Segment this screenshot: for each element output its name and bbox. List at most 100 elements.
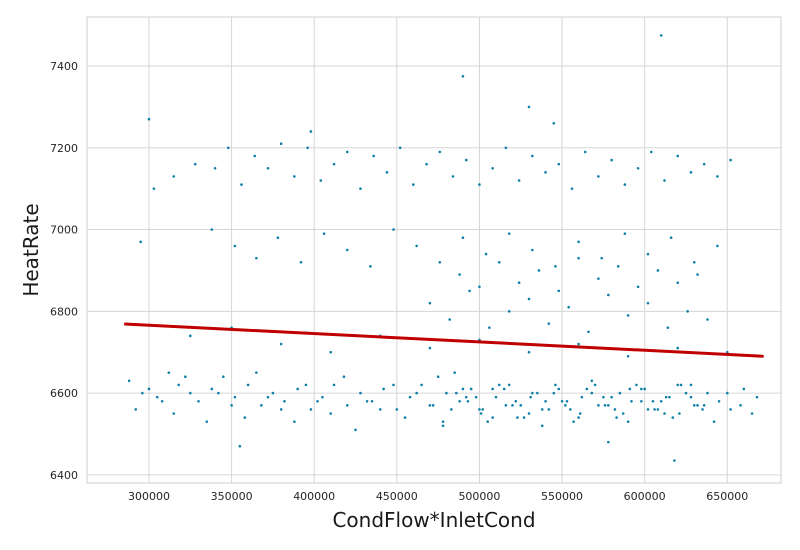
data-point: [392, 383, 395, 387]
data-point: [540, 408, 544, 411]
x-tick-label: 500000: [458, 490, 500, 503]
x-tick-label: 400000: [293, 490, 335, 503]
data-point: [369, 265, 372, 268]
data-point: [466, 399, 470, 403]
data-point: [602, 395, 605, 399]
data-point: [230, 404, 233, 407]
data-point: [577, 240, 580, 244]
data-point: [342, 375, 346, 379]
x-tick-label: 600000: [624, 490, 666, 503]
data-point: [519, 404, 523, 407]
data-point: [428, 346, 432, 350]
data-point: [706, 318, 709, 321]
data-point: [636, 285, 640, 289]
x-tick-label: 450000: [376, 490, 418, 503]
data-point: [233, 395, 237, 399]
data-point: [684, 391, 688, 395]
data-point: [635, 383, 638, 387]
data-point: [570, 187, 574, 190]
data-point: [552, 121, 556, 125]
data-point: [139, 240, 143, 244]
data-point: [547, 322, 551, 325]
data-point: [580, 395, 584, 399]
data-point: [147, 117, 151, 121]
data-point: [531, 248, 534, 252]
data-point: [739, 404, 742, 407]
data-point: [750, 412, 754, 415]
data-point: [666, 326, 670, 329]
data-point: [729, 158, 732, 162]
data-point: [205, 420, 209, 423]
data-point: [398, 146, 402, 150]
data-point: [557, 387, 561, 391]
data-point: [488, 326, 491, 329]
data-point: [246, 383, 250, 387]
data-point: [309, 130, 313, 133]
data-point: [507, 383, 511, 387]
data-point: [577, 416, 580, 419]
data-point: [597, 277, 600, 280]
data-point: [696, 404, 699, 407]
data-point: [557, 289, 561, 293]
data-point: [517, 179, 521, 182]
data-points: [127, 34, 759, 462]
data-point: [507, 232, 511, 235]
data-point: [613, 408, 617, 411]
data-point: [689, 395, 693, 399]
data-point: [415, 391, 418, 395]
data-point: [266, 166, 270, 170]
data-point: [590, 391, 594, 395]
data-point: [640, 399, 643, 403]
data-point: [583, 150, 587, 154]
data-point: [621, 412, 625, 415]
data-point: [306, 146, 309, 150]
data-point: [464, 395, 468, 399]
data-point: [497, 260, 501, 264]
data-point: [392, 228, 395, 231]
x-tick-label: 350000: [211, 490, 253, 503]
data-point: [600, 256, 604, 260]
data-point: [279, 142, 283, 146]
data-point: [160, 399, 164, 403]
data-point: [716, 175, 719, 178]
data-point: [425, 162, 428, 166]
data-point: [504, 146, 508, 150]
data-point: [255, 256, 258, 260]
data-point: [607, 440, 610, 444]
data-point: [420, 383, 423, 387]
data-point: [438, 150, 442, 154]
data-point: [481, 408, 485, 411]
data-point: [491, 387, 494, 391]
data-point: [557, 162, 561, 166]
data-point: [669, 236, 673, 240]
data-point: [359, 391, 362, 395]
data-point: [172, 175, 176, 178]
data-point: [659, 399, 663, 403]
data-point: [469, 387, 473, 391]
data-point: [577, 256, 580, 260]
data-point: [628, 387, 632, 391]
data-point: [572, 420, 575, 423]
data-point: [197, 399, 200, 403]
data-point: [271, 391, 275, 395]
data-point: [478, 183, 481, 186]
data-point: [283, 399, 286, 403]
data-point: [365, 399, 369, 403]
data-point: [565, 399, 569, 403]
data-point: [188, 334, 192, 338]
data-point: [468, 289, 471, 293]
data-point: [514, 399, 518, 403]
data-point: [240, 183, 243, 186]
data-point: [623, 183, 627, 186]
data-point: [663, 412, 666, 415]
data-point: [458, 273, 461, 276]
data-point: [531, 154, 534, 158]
data-point: [522, 416, 526, 419]
data-point: [656, 269, 660, 272]
data-point: [593, 383, 597, 387]
data-point: [436, 375, 440, 379]
data-point: [478, 285, 481, 289]
y-tick-label: 7200: [50, 142, 78, 155]
data-point: [255, 371, 258, 374]
data-point: [494, 395, 498, 399]
